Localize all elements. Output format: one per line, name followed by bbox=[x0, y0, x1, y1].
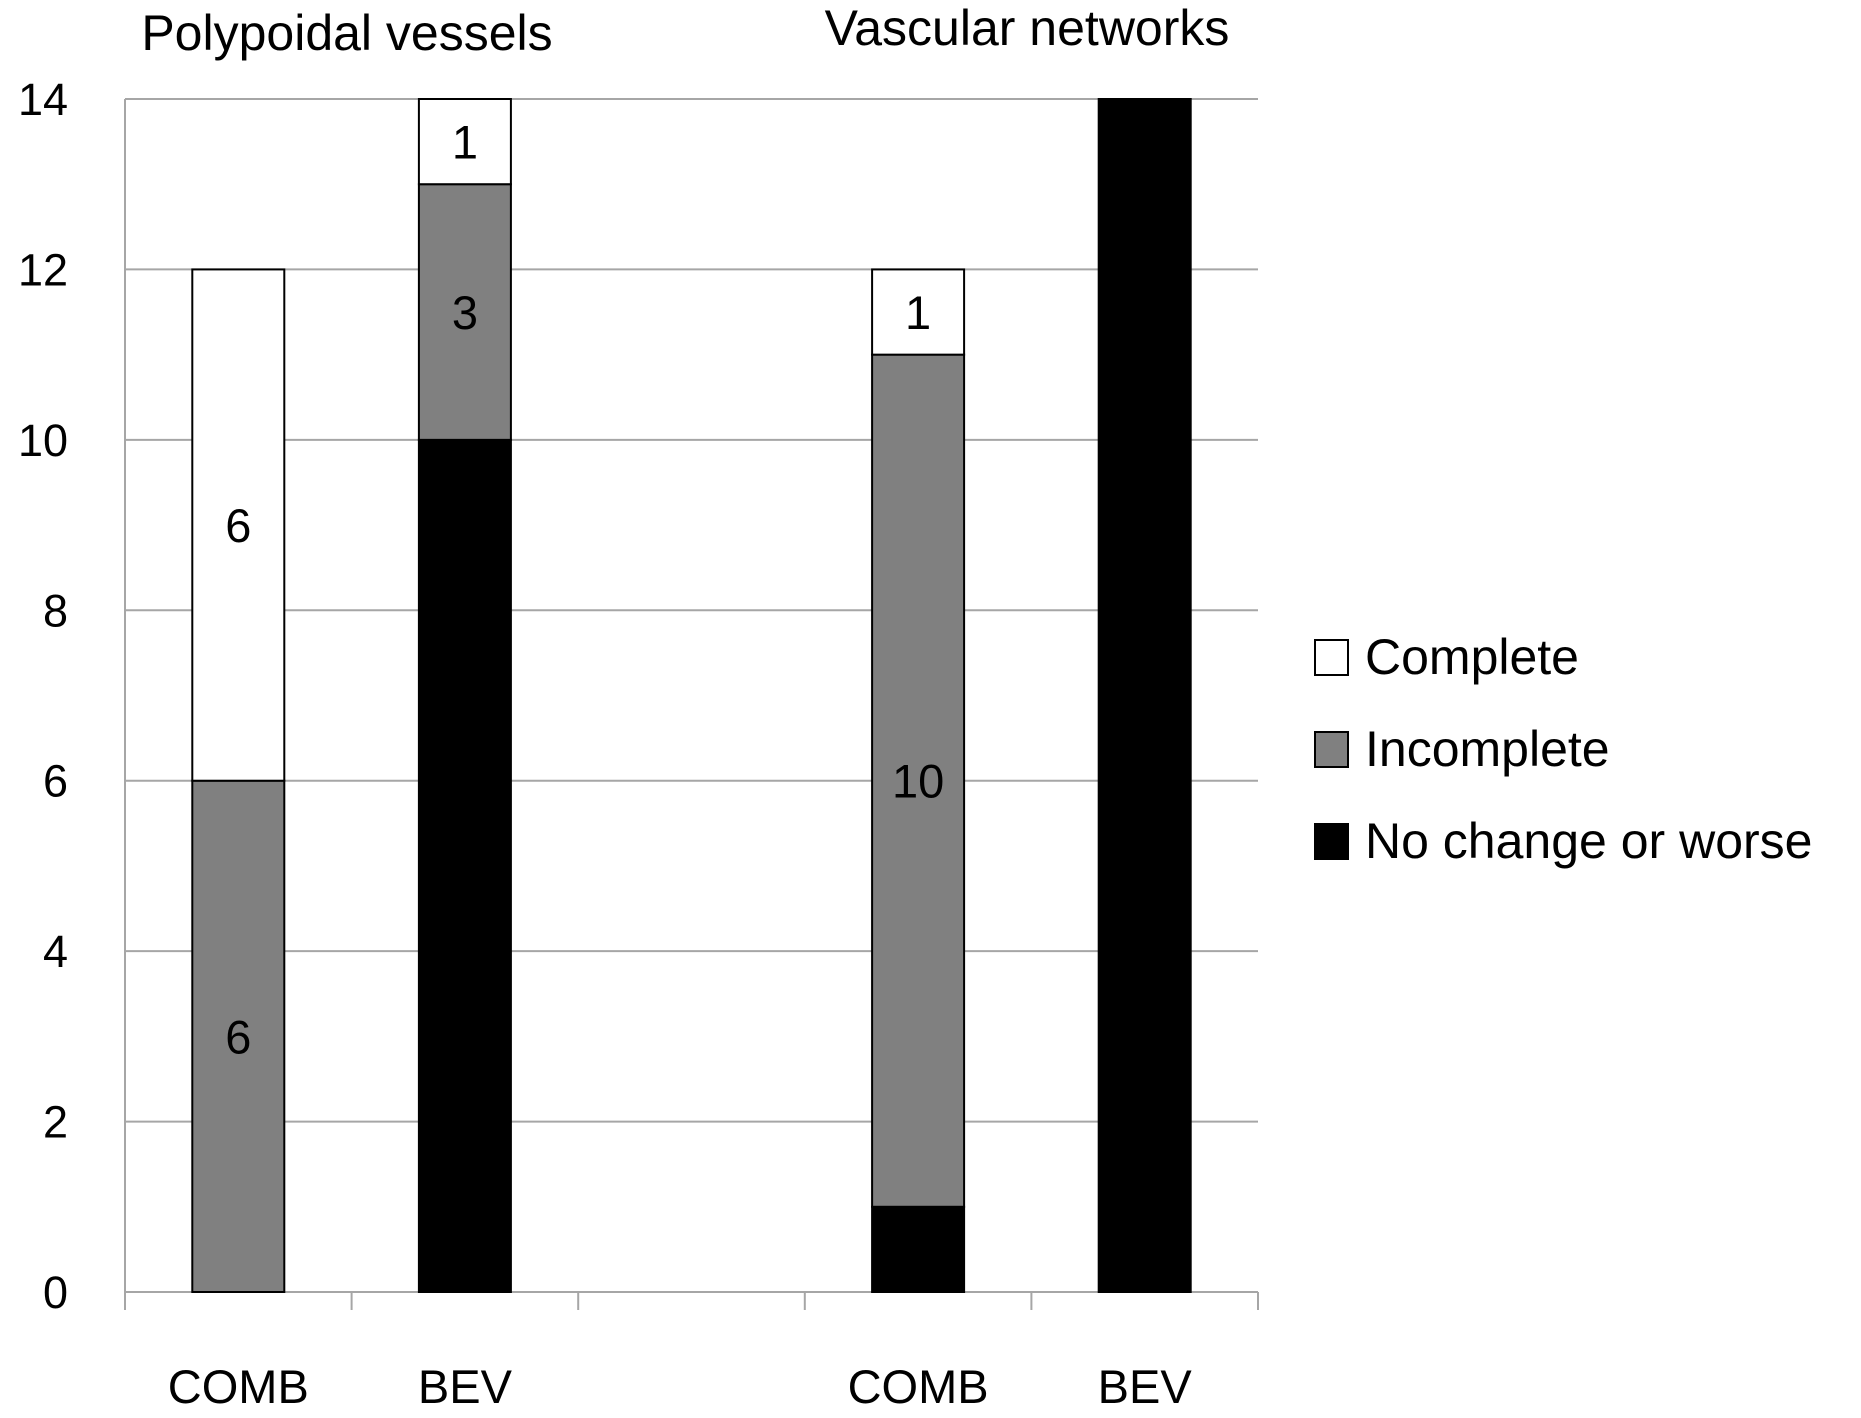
y-tick-label: 8 bbox=[43, 585, 68, 636]
bar-segment-no-change-or-worse bbox=[1097, 98, 1192, 1293]
data-label: 1 bbox=[905, 286, 931, 339]
y-tick-label: 4 bbox=[43, 926, 68, 977]
bar-segment-no-change-or-worse bbox=[417, 438, 512, 1294]
y-tick-label: 14 bbox=[18, 74, 68, 125]
data-label: 10 bbox=[439, 840, 491, 893]
bar-segment-complete bbox=[417, 98, 512, 186]
legend-label: Incomplete bbox=[1365, 721, 1610, 777]
legend-swatch bbox=[1314, 731, 1349, 768]
y-tick-label: 0 bbox=[43, 1267, 68, 1318]
gridlines bbox=[125, 98, 1258, 1123]
bar-segment-no-change-or-worse bbox=[871, 1205, 966, 1294]
data-label: 14 bbox=[1119, 670, 1171, 723]
data-label: 1 bbox=[905, 1223, 931, 1276]
data-label: 6 bbox=[225, 499, 251, 552]
y-tick-label: 12 bbox=[18, 244, 68, 295]
legend-label: Complete bbox=[1365, 629, 1579, 685]
data-label: 10 bbox=[892, 755, 944, 808]
bar-segment-incomplete bbox=[871, 353, 966, 1208]
x-category-label: BEV bbox=[418, 1360, 513, 1413]
bar-segment-incomplete bbox=[191, 779, 286, 1293]
x-category-label: BEV bbox=[1098, 1360, 1193, 1413]
legend-label: No change or worse bbox=[1365, 813, 1812, 869]
data-label: 3 bbox=[452, 286, 478, 339]
bars: 6 6 10 3 1 1 10 1 14 bbox=[191, 98, 1192, 1294]
legend: Complete Incomplete No change or worse bbox=[1314, 629, 1812, 869]
data-label: 1 bbox=[452, 116, 478, 169]
y-tick-label: 6 bbox=[43, 756, 68, 807]
x-category-label: COMB bbox=[168, 1360, 309, 1413]
bar-segment-incomplete bbox=[417, 183, 512, 441]
bar-segment-complete bbox=[871, 268, 966, 356]
group-title-vascular: Vascular networks bbox=[825, 0, 1230, 56]
legend-swatch bbox=[1314, 823, 1349, 860]
legend-swatch bbox=[1314, 639, 1349, 676]
y-tick-label: 2 bbox=[43, 1097, 68, 1148]
x-category-label: COMB bbox=[848, 1360, 989, 1413]
data-label: 6 bbox=[225, 1010, 251, 1063]
axes: 0 2 4 6 8 10 12 14 COMB BEV COMB BEV bbox=[18, 74, 1259, 1413]
y-tick-label: 10 bbox=[18, 415, 68, 466]
group-title-polypoidal: Polypoidal vessels bbox=[141, 5, 552, 61]
bar-segment-complete bbox=[191, 268, 286, 782]
